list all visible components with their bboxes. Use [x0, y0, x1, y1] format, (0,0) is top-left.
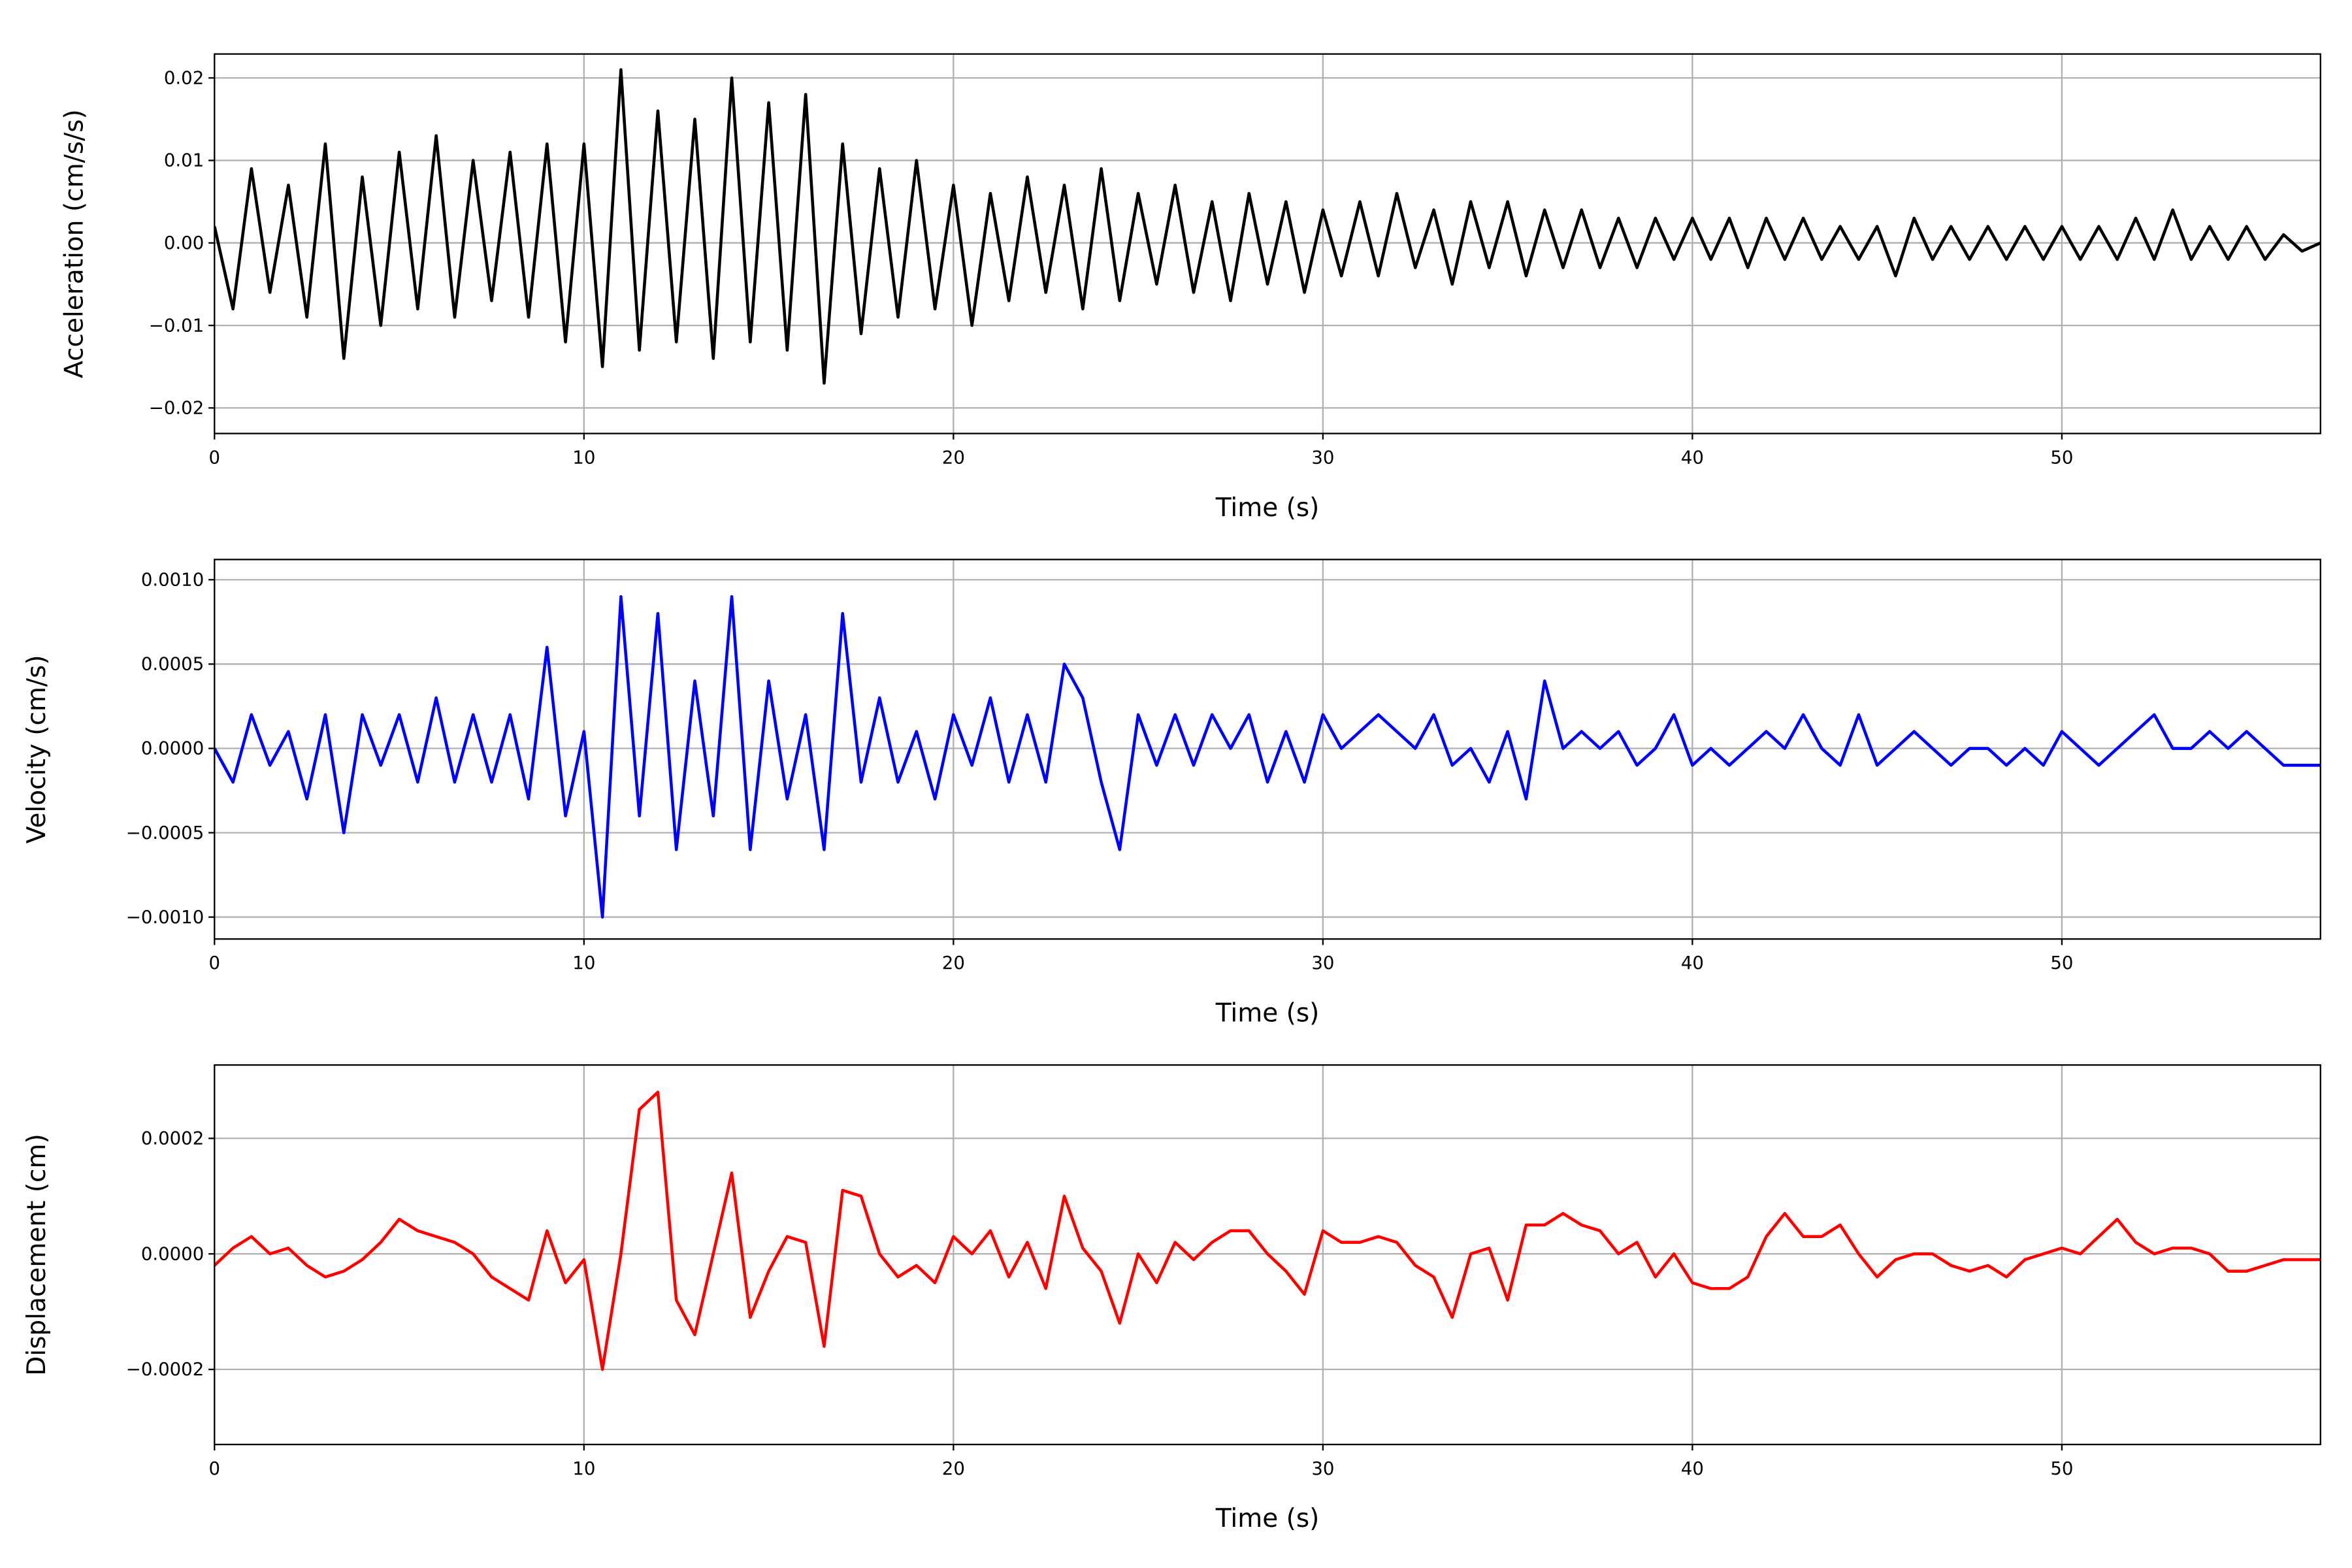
axes-frame [214, 559, 2321, 940]
y-tick-label: −0.0005 [126, 823, 204, 843]
y-tick-label: −0.01 [149, 315, 204, 336]
y-tick-label: 0.0010 [141, 570, 204, 591]
axes-frame [214, 1064, 2321, 1446]
y-tick-label: 0.02 [164, 67, 204, 88]
data-line [214, 595, 2321, 919]
axes-frame [214, 53, 2321, 434]
x-tick-label: 50 [2050, 953, 2073, 973]
x-tick-label: 50 [2050, 1458, 2073, 1479]
y-tick-label: −0.0010 [126, 907, 204, 928]
x-tick-label: 30 [1311, 447, 1334, 468]
y-tick-label: −0.0002 [126, 1359, 204, 1380]
x-tick-label: 40 [1681, 1458, 1704, 1479]
x-tick-label: 30 [1311, 953, 1334, 973]
x-tick-label: 0 [209, 1458, 221, 1479]
x-tick-label: 20 [942, 447, 965, 468]
x-tick-label: 50 [2050, 447, 2073, 468]
x-tick-label: 10 [572, 953, 595, 973]
y-axis-label: Acceleration (cm/s/s) [59, 109, 89, 378]
x-tick-label: 10 [572, 1458, 595, 1479]
x-axis-label: Time (s) [1215, 1504, 1320, 1533]
y-tick-label: 0.0002 [141, 1128, 204, 1149]
y-axis-label: Displacement (cm) [22, 1134, 52, 1376]
x-tick-label: 0 [209, 447, 221, 468]
x-tick-label: 0 [209, 953, 221, 973]
x-tick-label: 40 [1681, 953, 1704, 973]
x-tick-label: 20 [942, 953, 965, 973]
y-axis-label: Velocity (cm/s) [22, 655, 52, 843]
y-tick-label: 0.0000 [141, 738, 204, 759]
x-tick-label: 20 [942, 1458, 965, 1479]
y-tick-label: 0.00 [164, 233, 204, 253]
y-tick-label: 0.0000 [141, 1243, 204, 1264]
y-tick-label: 0.01 [164, 150, 204, 171]
data-line [214, 1090, 2321, 1371]
x-tick-label: 30 [1311, 1458, 1334, 1479]
x-tick-label: 40 [1681, 447, 1704, 468]
x-axis-label: Time (s) [1215, 999, 1320, 1028]
x-tick-label: 10 [572, 447, 595, 468]
data-line [214, 68, 2321, 385]
y-tick-label: −0.02 [149, 398, 204, 419]
x-axis-label: Time (s) [1215, 493, 1320, 523]
y-tick-label: 0.0005 [141, 654, 204, 675]
